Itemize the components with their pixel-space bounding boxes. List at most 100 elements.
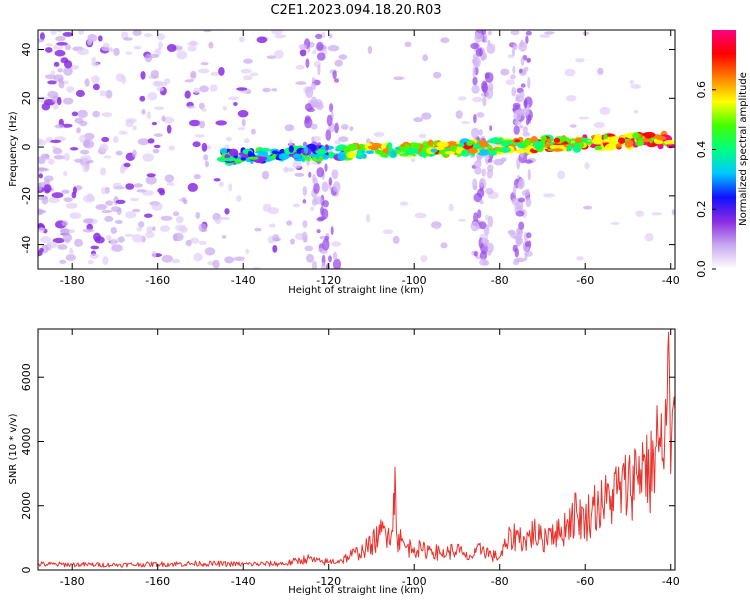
colorbar-tick-label: 0.6 (695, 81, 708, 99)
heatmap-cell (115, 219, 123, 225)
heatmap-cell (315, 33, 323, 40)
heatmap-cell (43, 184, 52, 193)
heatmap-cell (239, 36, 245, 43)
heatmap-cell (40, 236, 52, 243)
heatmap-cell (76, 127, 81, 134)
heatmap-cell (330, 226, 334, 236)
heatmap-cell (410, 158, 416, 163)
heatmap-cell (147, 92, 158, 101)
heatmap-cell (477, 188, 485, 198)
heatmap-cell (470, 221, 480, 232)
heatmap-cell (144, 213, 153, 218)
heatmap-cell (210, 71, 220, 76)
heatmap-cell (38, 156, 46, 165)
heatmap-cell (477, 209, 482, 219)
heatmap-cell (209, 84, 218, 92)
heatmap-cell (302, 199, 307, 204)
y-tick-label: -40 (20, 236, 33, 254)
heatmap-cell (311, 77, 316, 83)
heatmap-cell (308, 171, 312, 178)
heatmap-cell (532, 140, 543, 149)
heatmap-cell (52, 146, 57, 150)
spectrogram-y-label: Frequency (Hz) (8, 111, 19, 187)
heatmap-cell (64, 44, 71, 51)
heatmap-cell (83, 132, 95, 141)
heatmap-cell (204, 160, 209, 168)
heatmap-cell (278, 153, 290, 160)
heatmap-cell (52, 237, 65, 244)
heatmap-cell (204, 247, 216, 256)
y-tick-label: 40 (20, 43, 33, 57)
heatmap-cell (471, 84, 480, 94)
heatmap-cell (324, 144, 329, 151)
heatmap-cell (84, 78, 90, 87)
heatmap-cell (222, 105, 227, 111)
heatmap-cell (72, 186, 77, 195)
heatmap-cell (346, 151, 357, 159)
heatmap-cell (146, 226, 153, 234)
heatmap-cell (512, 65, 516, 74)
heatmap-cell (193, 87, 201, 94)
heatmap-cell (482, 96, 487, 107)
heatmap-cell (517, 144, 525, 149)
heatmap-cell (478, 129, 483, 136)
heatmap-cell (487, 242, 494, 253)
heatmap-cell (479, 178, 484, 188)
heatmap-cell (69, 247, 74, 256)
heatmap-cell (60, 228, 70, 236)
heatmap-cell (318, 155, 324, 162)
heatmap-cell (365, 213, 371, 223)
heatmap-cell (254, 150, 267, 154)
heatmap-cell (632, 132, 640, 140)
heatmap-cell (404, 41, 412, 47)
heatmap-cell (218, 67, 225, 76)
heatmap-cell (386, 142, 393, 150)
heatmap-cell (145, 175, 157, 185)
heatmap-cell (274, 34, 287, 39)
heatmap-cell (125, 211, 137, 219)
heatmap-cell (288, 145, 294, 153)
heatmap-cell (644, 233, 654, 242)
heatmap-cell (544, 31, 555, 35)
heatmap-cell (513, 125, 520, 135)
heatmap-cell (302, 186, 308, 196)
heatmap-cell (519, 108, 529, 117)
x-tick-label: -100 (402, 274, 427, 287)
heatmap-cell (461, 121, 471, 125)
heatmap-cell (603, 133, 608, 141)
heatmap-cell (115, 150, 123, 156)
snr-x-axis: -180 -160 -140 -120 -100 -80 -60 -40 (60, 329, 680, 588)
heatmap-cell (525, 35, 529, 44)
heatmap-cell (62, 97, 74, 105)
heatmap-cell (585, 141, 594, 145)
heatmap-cell (597, 67, 604, 75)
heatmap-cell (46, 241, 58, 249)
heatmap-cell (487, 215, 494, 228)
heatmap-cell (480, 237, 488, 245)
colorbar: 0.0 0.2 0.4 0.6 Normalized spectral amplitu… (695, 30, 749, 278)
heatmap-cell (575, 137, 582, 144)
heatmap-cell (479, 200, 484, 205)
heatmap-cell (38, 227, 45, 233)
heatmap-cell (83, 194, 96, 203)
heatmap-cell (224, 208, 230, 215)
heatmap-cell (228, 183, 233, 192)
heatmap-cell (236, 195, 242, 202)
heatmap-cell (57, 96, 62, 106)
heatmap-cell (159, 189, 165, 196)
heatmap-cell (512, 184, 517, 196)
heatmap-cell (240, 68, 252, 74)
heatmap-cell (633, 109, 639, 114)
heatmap-cell (486, 43, 496, 54)
heatmap-cell (584, 162, 590, 170)
heatmap-cell (74, 158, 83, 163)
heatmap-cell (516, 204, 523, 212)
heatmap-cell (141, 109, 146, 115)
heatmap-cell (334, 59, 344, 67)
heatmap-cell (55, 36, 66, 42)
heatmap-cell (560, 137, 565, 143)
heatmap-cell (113, 136, 119, 143)
heatmap-cell (390, 150, 397, 157)
heatmap-cell (312, 260, 317, 269)
